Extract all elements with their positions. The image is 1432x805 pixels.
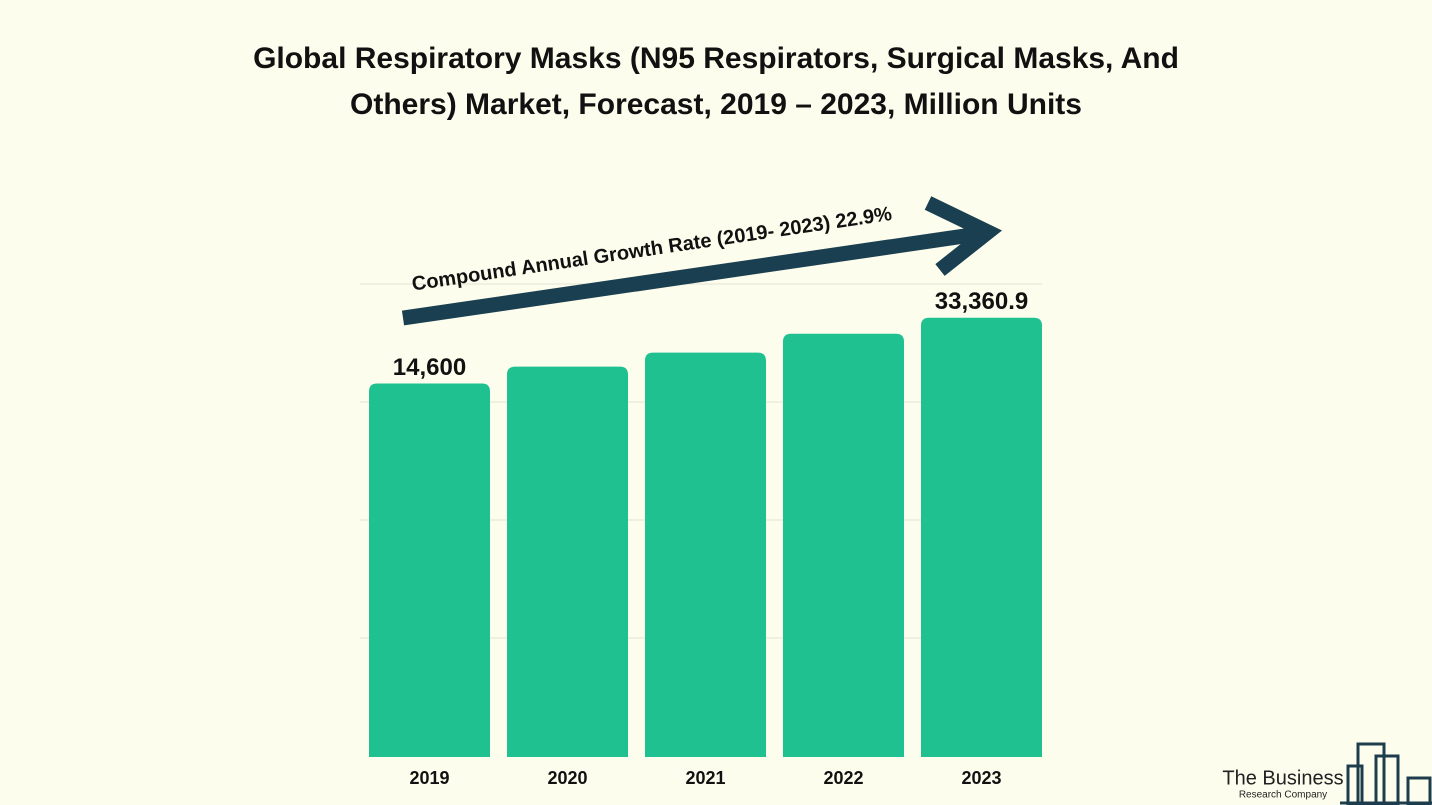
bar	[507, 366, 628, 757]
growth-arrow	[401, 196, 1003, 326]
chart-title: Global Respiratory Masks (N95 Respirator…	[253, 42, 1179, 121]
bar	[645, 352, 766, 757]
logo-name: The Business	[1222, 767, 1343, 789]
arrow-shaft	[401, 225, 987, 326]
bar	[921, 317, 1042, 757]
x-tick-label: 2023	[961, 768, 1001, 788]
x-tick-label: 2021	[685, 768, 725, 788]
logo-icon	[1340, 742, 1432, 805]
x-tick-label: 2020	[547, 768, 587, 788]
arrow-head	[924, 196, 1003, 276]
value-label: 33,360.9	[935, 288, 1028, 315]
x-tick-label: 2019	[409, 768, 449, 788]
value-label: 14,600	[393, 354, 466, 381]
x-tick-label: 2022	[823, 768, 863, 788]
logo-tagline: Research Company	[1239, 790, 1327, 801]
bar	[369, 383, 490, 757]
bar	[783, 333, 904, 757]
